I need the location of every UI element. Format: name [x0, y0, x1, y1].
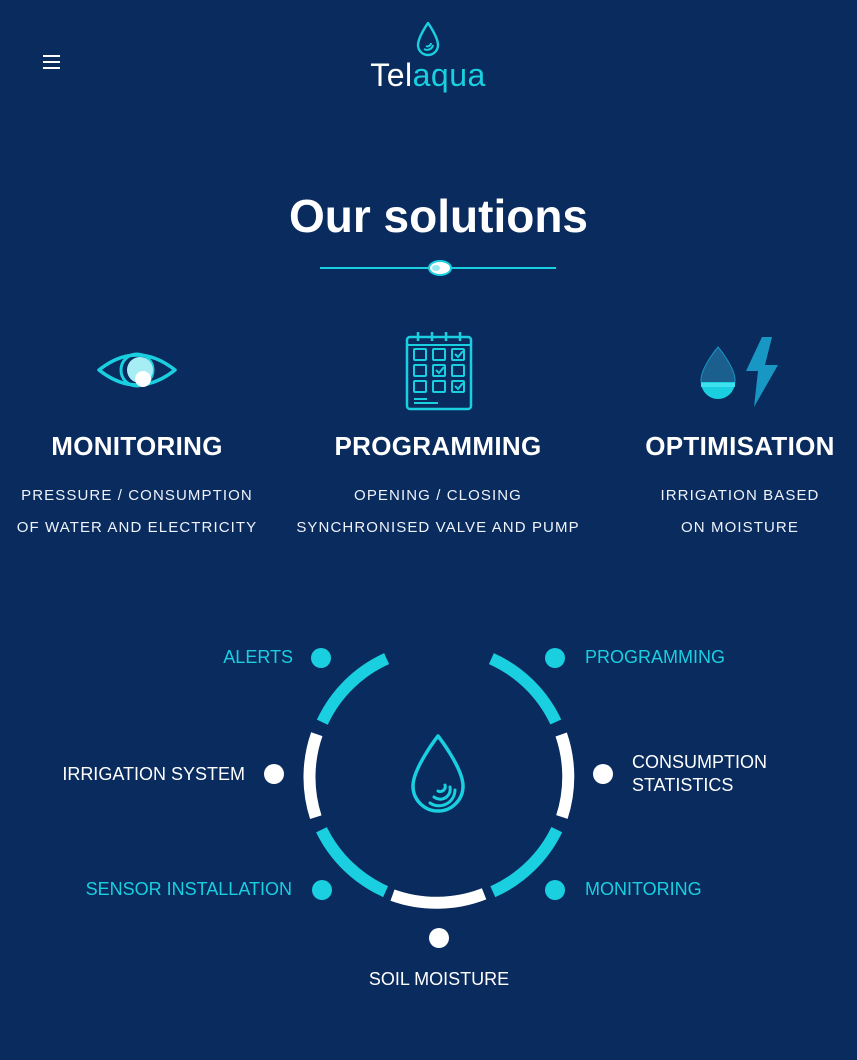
wheel-segment: [555, 732, 575, 819]
wheel-label-soil-moisture: SOIL MOISTURE: [368, 969, 510, 989]
wheel-segment: [303, 732, 323, 820]
calendar-icon: [405, 332, 473, 412]
wheel-dot-soil-moisture: [429, 928, 449, 948]
section-title: Our solutions: [289, 190, 588, 242]
wheel-segment: [316, 653, 390, 725]
solutions-wheel: [264, 648, 613, 948]
logo-drop-icon[interactable]: [410, 20, 446, 60]
drop-lightning-icon: [698, 335, 782, 409]
eye-icon: [96, 346, 178, 394]
wheel-dot-programming: [545, 648, 565, 668]
title-divider: [320, 258, 556, 278]
wheel-dot-consumption-statistics: [593, 764, 613, 784]
wheel-dot-sensor-installation: [312, 880, 332, 900]
solution-programming: PROGRAMMING OPENING / CLOSING SYNCHRONIS…: [293, 430, 583, 560]
wheel-segment: [390, 888, 487, 909]
wheel-segment: [316, 827, 389, 898]
wheel-segment: [488, 653, 562, 725]
solution-monitoring: MONITORING PRESSURE / CONSUMPTION OF WAT…: [0, 430, 282, 560]
hamburger-icon: [43, 55, 60, 57]
solution-heading: PROGRAMMING: [334, 431, 542, 461]
logo-wordmark[interactable]: Telaqua: [370, 57, 486, 93]
wheel-label-sensor-installation: SENSOR INSTALLATION: [85, 879, 292, 899]
wheel-label-programming: PROGRAMMING: [585, 647, 726, 667]
menu-button[interactable]: [36, 50, 66, 74]
wheel-label-consumption-statistics: CONSUMPTION STATISTICS: [632, 752, 767, 795]
solution-description: OPENING / CLOSING SYNCHRONISED VALVE AND…: [296, 487, 580, 536]
solution-heading: MONITORING: [51, 431, 223, 461]
wheel-label-alerts: ALERTS: [223, 647, 293, 667]
solution-heading: OPTIMISATION: [645, 431, 835, 461]
wheel-dot-irrigation-system: [264, 764, 284, 784]
wheel-label-irrigation-system: IRRIGATION SYSTEM: [62, 764, 245, 784]
solution-description: PRESSURE / CONSUMPTION OF WATER AND ELEC…: [16, 487, 258, 536]
wheel-dot-alerts: [311, 648, 331, 668]
wheel-label-monitoring: MONITORING: [585, 879, 702, 899]
wheel-dot-monitoring: [545, 880, 565, 900]
wheel-segment: [490, 826, 563, 898]
solution-optimisation: OPTIMISATION IRRIGATION BASED ON MOISTUR…: [595, 430, 857, 560]
water-drop-icon: [411, 734, 465, 813]
solution-description: IRRIGATION BASED ON MOISTURE: [660, 487, 820, 536]
